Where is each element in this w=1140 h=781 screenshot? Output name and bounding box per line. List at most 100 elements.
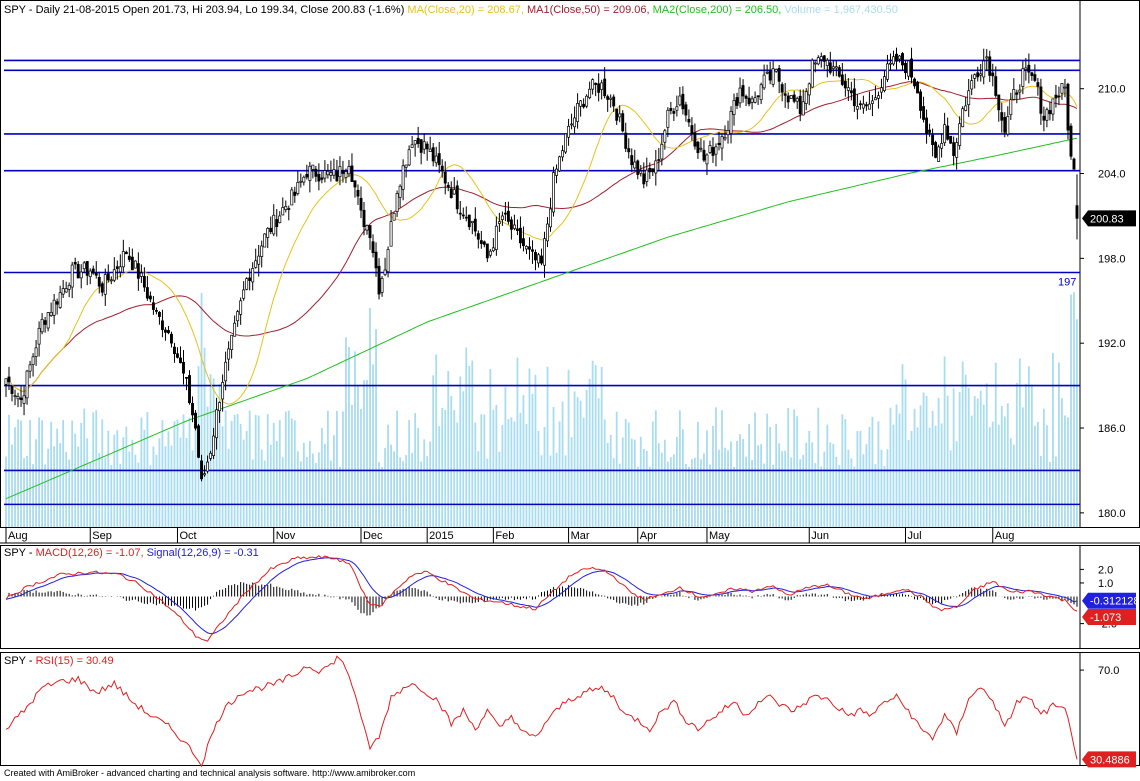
macd-badge: [1082, 609, 1136, 626]
volume-bar: [311, 453, 314, 527]
volume-bar: [1003, 416, 1006, 527]
volume-bar: [838, 465, 841, 527]
x-tick-label: Feb: [495, 530, 514, 542]
volume-bar: [369, 308, 371, 527]
candle-body: [600, 82, 604, 90]
candle-body: [428, 148, 432, 153]
candle-body: [1000, 112, 1004, 121]
header-ma50: MA1(Close,50) = 209.06,: [527, 4, 650, 16]
candle-body: [293, 191, 297, 196]
volume-bar: [832, 443, 835, 527]
ma50-line: [5, 81, 1078, 393]
candle-body: [744, 95, 748, 99]
volume-bar: [552, 406, 555, 527]
volume-bar: [1070, 294, 1072, 527]
candle-body: [531, 249, 534, 252]
volume-bar: [1024, 383, 1027, 527]
candle-body: [864, 104, 868, 107]
volume-bar: [444, 410, 447, 527]
candle-body: [61, 288, 65, 295]
header-volume: Volume = 1,967,430.50: [784, 4, 897, 16]
x-tick-label: Jul: [908, 530, 922, 542]
candle-body: [1027, 64, 1031, 73]
candle-body: [1024, 67, 1028, 70]
volume-bar: [134, 454, 137, 527]
candle-body: [320, 177, 324, 180]
header-ma200: MA2(Close,200) = 206.50,: [653, 4, 782, 16]
volume-bar: [745, 456, 747, 527]
candle-body: [573, 117, 577, 128]
candle-body: [479, 240, 483, 244]
candle-body: [867, 103, 871, 110]
candle-body: [521, 238, 525, 247]
volume-bar: [486, 458, 489, 527]
candle-body: [473, 218, 477, 232]
candle-body: [952, 142, 956, 156]
candle-body: [693, 132, 697, 147]
volume-bar: [420, 461, 423, 527]
volume-bar: [71, 420, 74, 527]
volume-bar: [53, 446, 56, 527]
candle-body: [431, 147, 435, 162]
volume-bar: [757, 445, 760, 527]
candle-body: [344, 171, 348, 178]
volume-bar: [281, 457, 284, 527]
candle-body: [570, 123, 574, 126]
candle-body: [151, 302, 155, 310]
ma200-line: [5, 137, 1078, 500]
x-tick-label: Sep: [92, 530, 112, 542]
candle-body: [843, 80, 847, 89]
volume-bar: [504, 387, 507, 527]
volume-bar: [820, 466, 823, 527]
volume-bar: [576, 397, 579, 527]
candle-body: [206, 461, 210, 472]
candle-body: [16, 396, 20, 400]
candle-body: [858, 103, 862, 106]
candle-body: [540, 255, 543, 264]
candle-body: [455, 185, 459, 210]
volume-bar: [730, 441, 732, 527]
candle-body: [759, 84, 763, 101]
candle-body: [290, 189, 294, 206]
candle-body: [413, 140, 417, 145]
volume-bar: [516, 357, 519, 527]
volume-bar: [721, 410, 723, 527]
volume-bar: [823, 451, 826, 527]
candle-body: [311, 164, 315, 170]
candle-body: [795, 98, 799, 102]
candle-body: [308, 165, 312, 181]
candle-body: [883, 76, 886, 91]
volume-bar: [748, 423, 750, 527]
candle-body: [188, 375, 191, 404]
volume-bar: [161, 420, 164, 527]
volume-bar: [23, 458, 25, 527]
candle-body: [500, 215, 504, 220]
volume-bar: [751, 459, 753, 527]
candle-body: [627, 148, 631, 153]
candle-body: [931, 134, 935, 145]
candle-body: [804, 91, 808, 104]
candle-body: [260, 245, 264, 257]
volume-bar: [555, 452, 558, 527]
candle-body: [323, 170, 327, 179]
candle-body: [904, 62, 907, 74]
candle-body: [326, 170, 330, 176]
macd-line: [5, 555, 1078, 642]
volume-bar: [215, 409, 218, 527]
candle-body: [404, 164, 408, 168]
volume-bar: [811, 442, 814, 527]
candle-body: [964, 105, 968, 111]
volume-bar: [709, 464, 711, 527]
volume-bar: [74, 433, 77, 527]
candle-body: [173, 346, 176, 355]
support-resistance-lines[interactable]: 197: [4, 59, 1080, 506]
volume-bar: [850, 458, 853, 527]
volume-bar: [1046, 425, 1048, 527]
candle-body: [726, 130, 730, 136]
candle-body: [898, 55, 901, 60]
candle-body: [816, 57, 820, 65]
candle-body: [576, 103, 580, 122]
candle-body: [296, 182, 300, 194]
level-label: 197: [1058, 277, 1076, 289]
volume-bar: [191, 450, 194, 527]
